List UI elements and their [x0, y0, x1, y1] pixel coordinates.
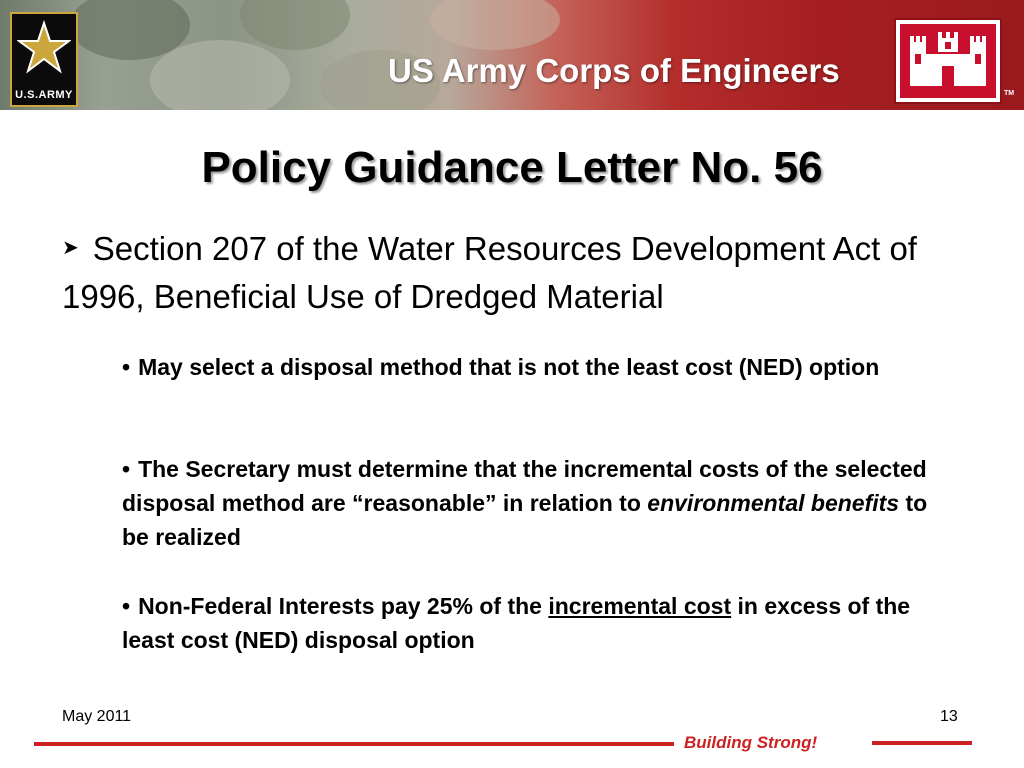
army-star-icon: [17, 19, 71, 74]
sub-bullet-3-underline: incremental cost: [548, 593, 732, 619]
sub-bullet-2-text-end: to be realized: [122, 490, 928, 550]
bullet-dot-icon: •: [122, 456, 131, 482]
page-number: 13: [940, 708, 958, 725]
main-bullet: ➤ Section 207 of the Water Resources Deve…: [62, 226, 1002, 319]
sub-bullet-3: • Non-Federal Interests pay 25% of the in…: [122, 589, 942, 657]
castle-icon: [910, 32, 986, 86]
footer-date: May 2011: [62, 708, 132, 725]
camo-pattern: [70, 0, 190, 60]
camo-pattern: [430, 0, 560, 50]
footer-tagline: Building Strong!: [684, 733, 818, 752]
slide-title: Policy Guidance Letter No. 56: [201, 143, 823, 192]
army-logo-text: U.S.ARMY: [15, 89, 73, 101]
us-army-logo: U.S.ARMY: [10, 12, 78, 107]
org-name: US Army Corps of Engineers: [388, 52, 840, 89]
bullet-dot-icon: •: [122, 593, 131, 619]
sub-bullet-2-italic: environmental benefits: [647, 490, 900, 516]
engineer-castle-logo: [894, 18, 1002, 104]
header-banner: U.S.ARMY US Army Corps of Engineers TM: [0, 0, 1024, 110]
sub-bullet-3-text: Non-Federal Interests pay 25% of the: [138, 593, 549, 619]
bullet-dot-icon: •: [122, 354, 131, 380]
camo-pattern: [240, 0, 350, 50]
main-bullet-text: Section 207 of the Water Resources Devel…: [62, 230, 917, 315]
trademark-mark: TM: [1004, 90, 1015, 97]
sub-bullet-1: • May select a disposal method that is no…: [122, 350, 942, 384]
arrow-bullet-icon: ➤: [62, 236, 79, 259]
sub-bullet-1-text: May select a disposal method that is not…: [138, 354, 880, 380]
footer-rule-right: [872, 741, 972, 745]
sub-bullet-3-text-end: in excess of the least cost (NED) dispos…: [122, 593, 911, 653]
camo-pattern: [320, 50, 440, 110]
camo-pattern: [150, 40, 290, 110]
sub-bullet-2: • The Secretary must determine that the i…: [122, 452, 942, 554]
sub-bullet-2-text: The Secretary must determine that the in…: [122, 456, 927, 516]
footer-rule-left: [34, 742, 674, 746]
